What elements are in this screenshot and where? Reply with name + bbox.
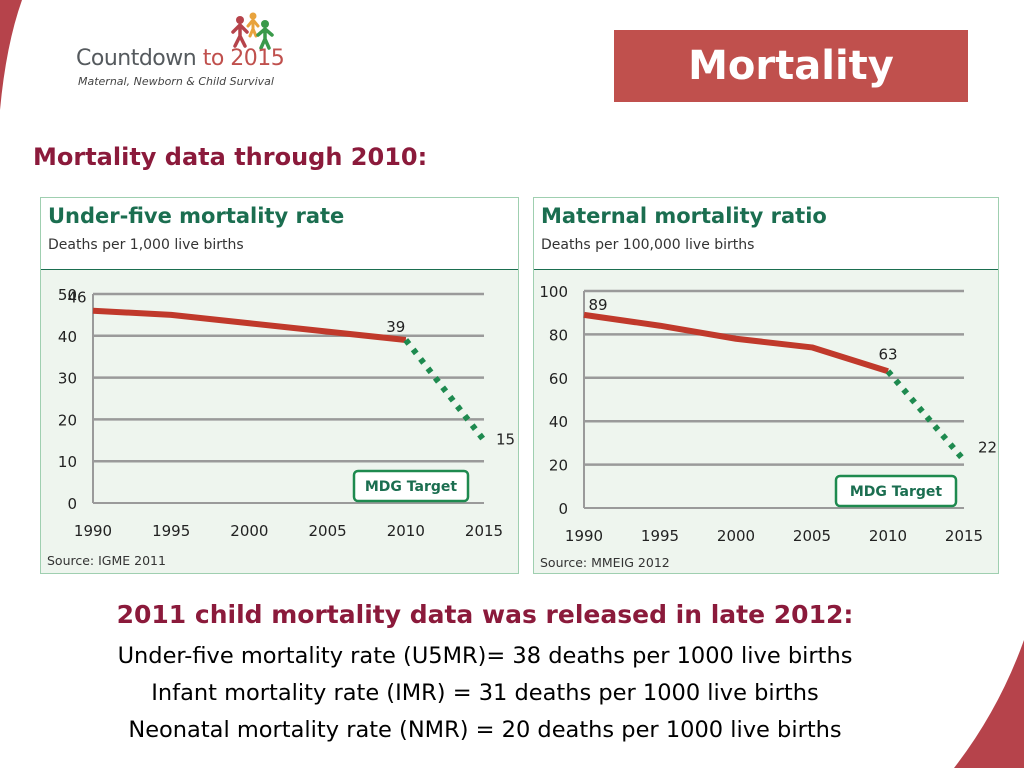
x-tick-label: 2015: [945, 527, 983, 545]
y-tick-label: 20: [58, 411, 77, 429]
x-tick-label: 2000: [717, 527, 755, 545]
mdg-target-line: [885, 369, 967, 463]
data-label: 15: [496, 430, 515, 448]
y-tick-label: 100: [539, 283, 568, 301]
maternal-chart-panel: Maternal mortality ratio Deaths per 100,…: [533, 197, 999, 574]
data-label: 46: [67, 289, 86, 307]
data-label: 39: [386, 318, 405, 336]
y-tick-label: 40: [58, 328, 77, 346]
chart-header: Under-five mortality rate Deaths per 1,0…: [41, 198, 518, 270]
x-tick-label: 1990: [565, 527, 603, 545]
maternal-chart: 0 20 40 60 80 100 1990 1995 2000 2005 2010 2015 89 63…: [539, 283, 997, 545]
x-tick-label: 2005: [793, 527, 831, 545]
y-tick-label: 60: [549, 370, 568, 388]
logo-tagline: Maternal, Newborn & Child Survival: [78, 75, 274, 88]
y-tick-label: 80: [549, 326, 568, 344]
x-tick-label: 2000: [230, 522, 268, 540]
y-tick-label: 20: [549, 457, 568, 475]
chart-subtitle: Deaths per 100,000 live births: [541, 237, 755, 253]
chart-title: Under-five mortality rate: [48, 204, 345, 228]
slide-title: Mortality: [614, 30, 968, 102]
y-tick-label: 50: [58, 286, 77, 304]
y-tick-label: 0: [558, 500, 568, 518]
x-tick-label: 2005: [309, 522, 347, 540]
mdg-target-line: [403, 338, 487, 443]
data-label: 22: [978, 438, 997, 456]
y-tick-label: 10: [58, 453, 77, 471]
trend-line: [92, 307, 407, 343]
section-heading: Mortality data through 2010:: [33, 143, 428, 171]
x-tick-label: 2010: [869, 527, 907, 545]
release-note-heading: 2011 child mortality data was released i…: [116, 600, 854, 629]
y-tick-label: 0: [67, 495, 77, 513]
legend-box: [352, 469, 470, 503]
legend-label: MDG Target: [850, 484, 943, 500]
corner-swoosh-top-left: [0, 0, 22, 110]
x-tick-label: 1990: [74, 522, 112, 540]
x-tick-label: 1995: [641, 527, 679, 545]
chart-source: Source: IGME 2011: [47, 553, 166, 568]
x-tick-label: 2010: [387, 522, 425, 540]
u5mr-line: Under-five mortality rate (U5MR)= 38 dea…: [117, 643, 853, 669]
imr-line: Infant mortality rate (IMR) = 31 deaths …: [151, 680, 819, 706]
y-tick-label: 40: [549, 413, 568, 431]
data-label: 63: [878, 345, 897, 363]
under-five-chart-panel: Under-five mortality rate Deaths per 1,0…: [40, 197, 519, 574]
chart-source: Source: MMEIG 2012: [540, 555, 670, 570]
legend-label: MDG Target: [365, 479, 458, 495]
legend-box: [834, 474, 958, 508]
chart-header: Maternal mortality ratio Deaths per 100,…: [534, 198, 998, 270]
chart-subtitle: Deaths per 1,000 live births: [48, 237, 244, 253]
countdown-logo: Countdown to 2015 Maternal, Newborn & Ch…: [70, 12, 330, 102]
trend-line: [583, 311, 889, 375]
nmr-line: Neonatal mortality rate (NMR) = 20 death…: [128, 717, 842, 743]
x-tick-label: 1995: [152, 522, 190, 540]
data-label: 89: [588, 296, 607, 314]
x-tick-label: 2015: [465, 522, 503, 540]
chart-title: Maternal mortality ratio: [541, 204, 827, 228]
logo-wordmark: Countdown to 2015: [76, 46, 285, 71]
under-five-chart: 0 10 20 30 40 50 1990 1995 2000 2005 2010 2015 46 39 1…: [58, 286, 515, 540]
y-tick-label: 30: [58, 370, 77, 388]
family-figures-icon: [231, 12, 274, 50]
